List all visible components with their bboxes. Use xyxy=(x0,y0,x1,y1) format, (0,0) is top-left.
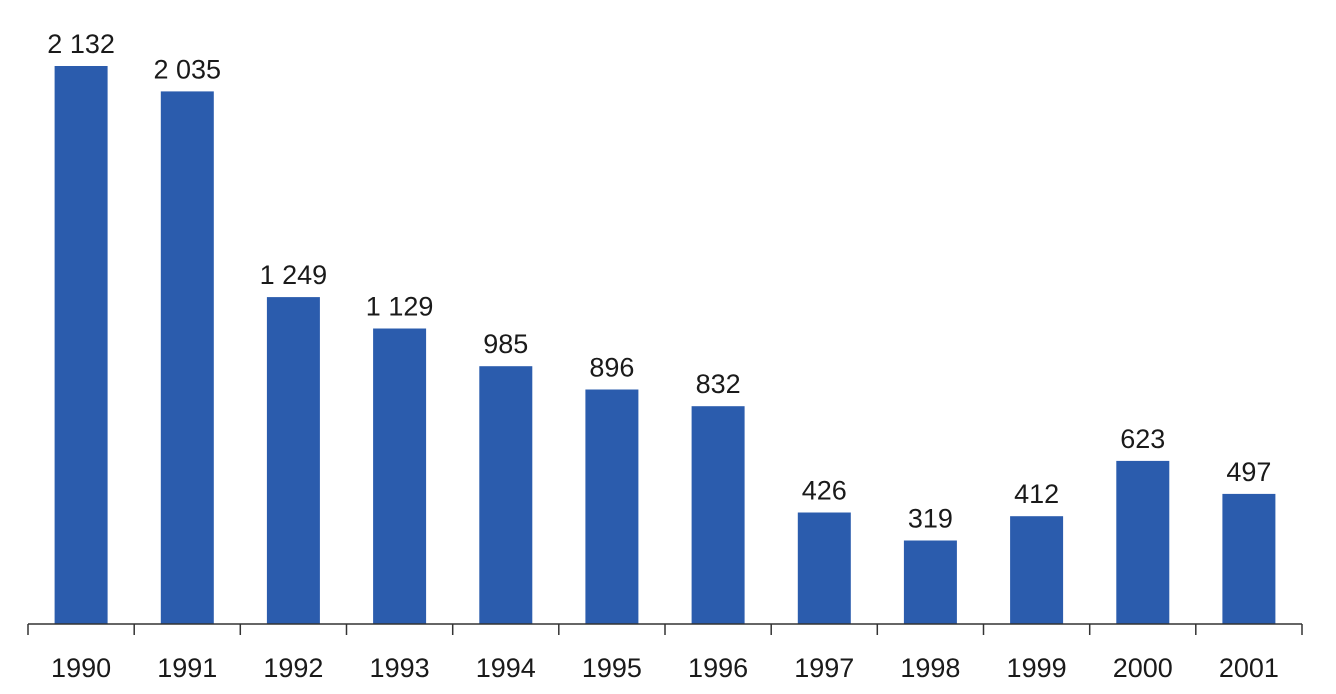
value-label-1990: 2 132 xyxy=(47,29,115,59)
value-label-1994: 985 xyxy=(483,329,528,359)
x-tick-labels: 1990 1991 1992 1993 1994 1995 1996 1997 1998 1999… xyxy=(51,653,1279,683)
x-tick-label-1991: 1991 xyxy=(157,653,217,683)
bar-1998 xyxy=(903,540,957,624)
x-tick-label-1997: 1997 xyxy=(794,653,854,683)
value-label-1997: 426 xyxy=(802,476,847,506)
value-label-1998: 319 xyxy=(908,504,953,534)
bar-1999 xyxy=(1010,516,1064,624)
value-label-2001: 497 xyxy=(1226,457,1271,487)
value-label-1996: 832 xyxy=(696,369,741,399)
bar-2000 xyxy=(1116,460,1170,624)
x-tick-label-1996: 1996 xyxy=(688,653,748,683)
bar-1996 xyxy=(691,406,745,624)
bar-1995 xyxy=(585,389,639,624)
x-tick-label-2001: 2001 xyxy=(1219,653,1279,683)
x-tick-label-2000: 2000 xyxy=(1113,653,1173,683)
bar-1994 xyxy=(479,366,533,624)
bar-1993 xyxy=(373,328,427,624)
value-label-1991: 2 035 xyxy=(154,54,222,84)
x-tick-label-1994: 1994 xyxy=(476,653,536,683)
x-tick-label-1993: 1993 xyxy=(370,653,430,683)
value-label-1995: 896 xyxy=(589,353,634,383)
bar-1992 xyxy=(266,297,320,624)
value-labels-layer: 2 132 2 035 1 249 1 129 985 896 832 426 319 412 62… xyxy=(47,29,1271,534)
bar-2001 xyxy=(1222,493,1276,624)
x-tick-label-1999: 1999 xyxy=(1007,653,1067,683)
value-label-1993: 1 129 xyxy=(366,292,434,322)
x-tick-label-1995: 1995 xyxy=(582,653,642,683)
x-tick-label-1992: 1992 xyxy=(263,653,323,683)
bar-1990 xyxy=(54,66,108,624)
bar-1991 xyxy=(160,91,214,624)
x-tick-label-1998: 1998 xyxy=(900,653,960,683)
value-label-1999: 412 xyxy=(1014,479,1059,509)
value-label-1992: 1 249 xyxy=(260,260,328,290)
value-label-2000: 623 xyxy=(1120,424,1165,454)
x-axis xyxy=(27,623,1303,635)
bar-1997 xyxy=(797,512,851,624)
bars-layer xyxy=(54,66,1276,624)
x-tick-label-1990: 1990 xyxy=(51,653,111,683)
